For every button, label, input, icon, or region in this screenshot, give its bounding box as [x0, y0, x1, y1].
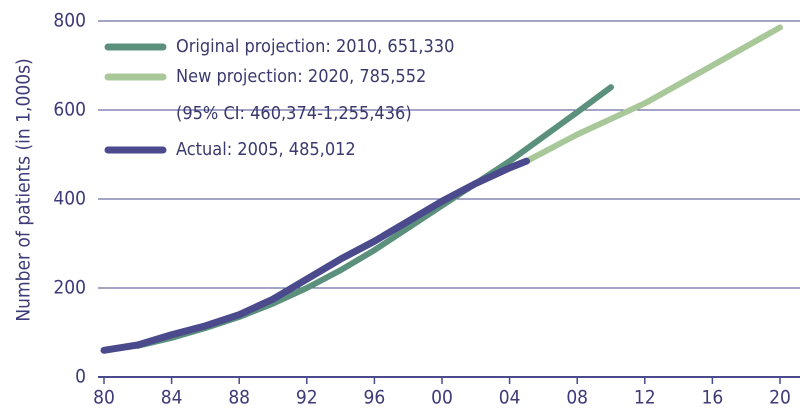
y-axis-label: Number of patients (in 1,000s) [13, 58, 35, 321]
legend-label: Actual: 2005, 485,012 [176, 139, 356, 160]
series-line [134, 84, 614, 349]
x-tick-label: 20 [769, 387, 791, 409]
y-tick-label: 600 [53, 99, 86, 121]
y-tick-label: 800 [53, 10, 86, 32]
legend-note: (95% CI: 460,374-1,255,436) [176, 103, 412, 124]
x-tick-label: 16 [702, 387, 724, 409]
series-line [523, 24, 783, 165]
x-tick-label: 92 [296, 387, 318, 409]
y-tick-label: 400 [53, 188, 86, 210]
legend-label: New projection: 2020, 785,552 [176, 66, 426, 87]
x-tick-label: 08 [566, 387, 588, 409]
series-line [100, 157, 530, 354]
x-tick-label: 84 [161, 387, 183, 409]
x-tick-label: 88 [228, 387, 250, 409]
x-tick-label: 04 [499, 387, 521, 409]
y-tick-label: 200 [53, 277, 86, 299]
x-tick-label: 96 [364, 387, 386, 409]
x-tick-label: 80 [93, 387, 115, 409]
x-tick-label: 12 [634, 387, 656, 409]
y-tick-label: 0 [75, 366, 86, 388]
legend-label: Original projection: 2010, 651,330 [176, 36, 454, 57]
x-tick-label: 00 [431, 387, 453, 409]
